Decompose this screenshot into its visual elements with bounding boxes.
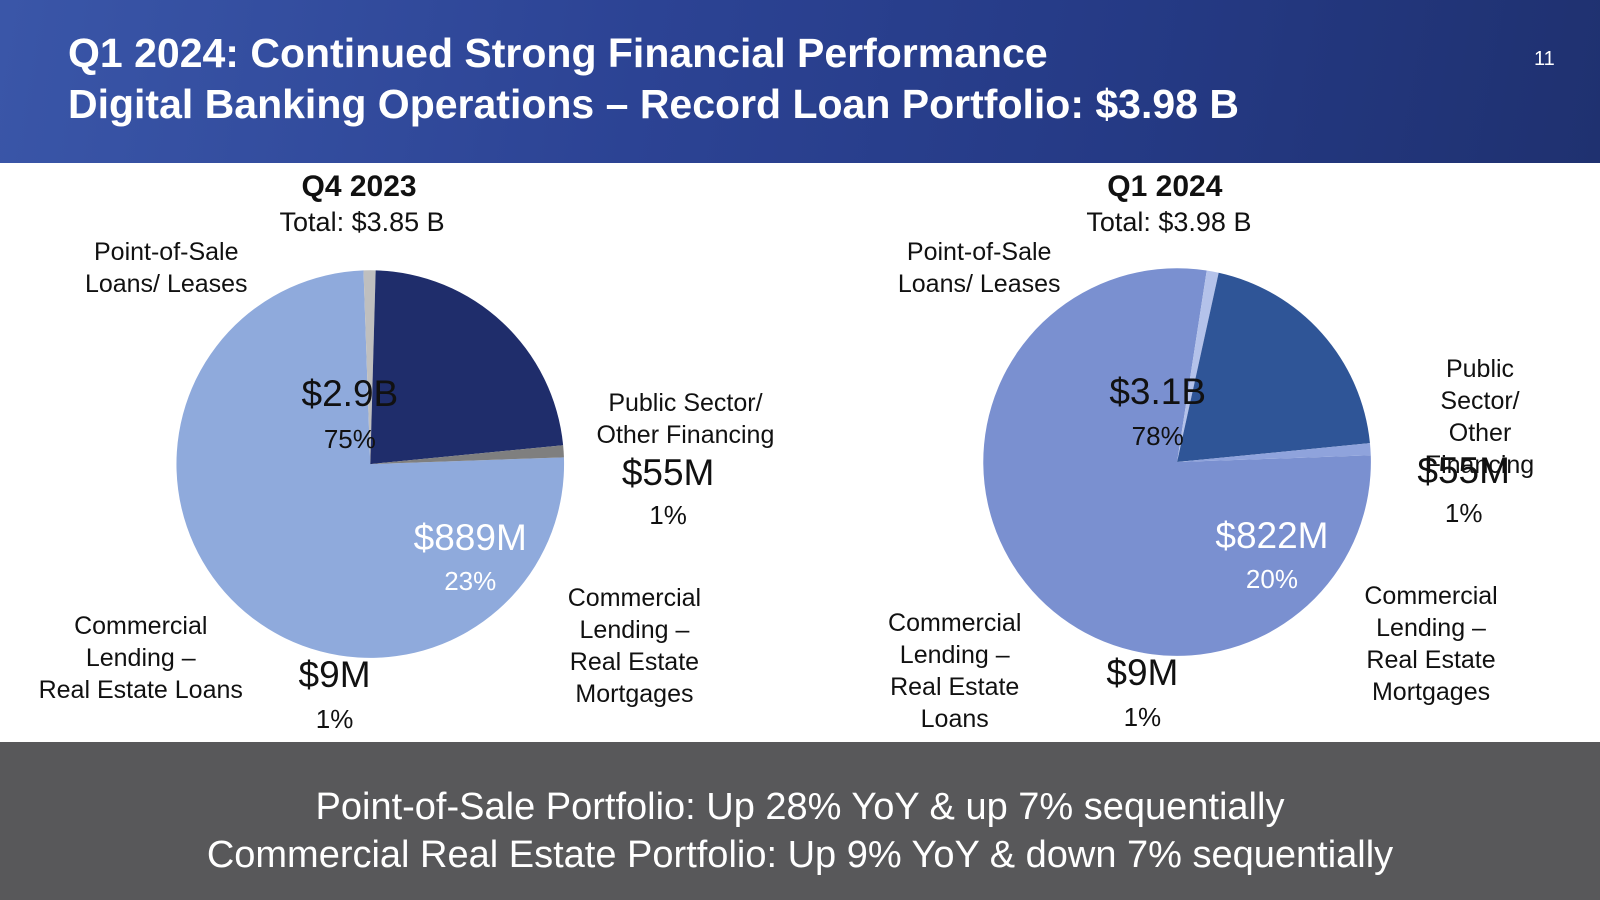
- slice-percent: 75%: [323, 423, 376, 454]
- slice-category: Public Sector/ Other Financing: [1425, 355, 1535, 480]
- slice-amount: $822M: [1215, 514, 1329, 556]
- slice-amount: $9M: [1106, 652, 1179, 694]
- pie-slice: [370, 270, 564, 465]
- slice-amount: $3.1B: [1109, 370, 1207, 412]
- slice-category: Public Sector/ Other Financing: [596, 389, 775, 450]
- pie-slice: [176, 270, 565, 658]
- slice-percent: 1%: [649, 500, 687, 531]
- slice-category: Commercial Lending – Real Estate Loans: [888, 609, 1022, 734]
- title: Q1 2024: Continued Strong Financial Perf…: [68, 30, 1048, 76]
- page-number: 11: [1534, 48, 1555, 70]
- slice-amount: $2.9B: [301, 372, 399, 414]
- slice-percent: 78%: [1131, 420, 1184, 451]
- header: Q1 2024: Continued Strong Financial Perf…: [0, 0, 1600, 163]
- slice-category: Point-of-Sale Loans/ Leases: [897, 238, 1061, 299]
- slice-percent: 23%: [444, 566, 497, 597]
- pie-slice: [1177, 270, 1219, 463]
- slice-amount: $55M: [621, 452, 715, 494]
- slice-category: Commercial Lending – Real Estate Mortgag…: [567, 583, 702, 708]
- slice-category: Commercial Lending – Real Estate Loans: [38, 611, 243, 704]
- pie-slice: [983, 268, 1371, 656]
- pie-slice: [1177, 443, 1371, 463]
- footer-line: Commercial Real Estate Portfolio: Up 9% …: [206, 834, 1394, 876]
- slice-percent: 20%: [1245, 564, 1298, 595]
- chart-subtitle: Total: $3.85 B: [279, 207, 445, 238]
- footer-line: Point-of-Sale Portfolio: Up 28% YoY & up…: [315, 786, 1285, 828]
- pie-slice: [1177, 272, 1370, 463]
- chart-title: Q1 2024: [1107, 169, 1223, 203]
- slice-percent: 1%: [1123, 702, 1162, 733]
- slice-percent: 1%: [315, 704, 354, 735]
- slice-percent: 1%: [1444, 498, 1483, 529]
- chart-title: Q4 2023: [301, 169, 417, 203]
- slice-amount: $55M: [1417, 450, 1510, 492]
- footer: Point-of-Sale Portfolio: Up 28% YoY & up…: [0, 742, 1600, 900]
- pie-slice: [370, 445, 564, 465]
- slice-category: Point-of-Sale Loans/ Leases: [84, 238, 248, 299]
- slice-category: Commercial Lending – Real Estate Mortgag…: [1364, 581, 1498, 706]
- slice-amount: $9M: [298, 654, 371, 696]
- pie-slice: [363, 270, 376, 465]
- chart-subtitle: Total: $3.98 B: [1086, 207, 1252, 238]
- subtitle: Digital Banking Operations – Record Loan…: [68, 81, 1239, 127]
- slice-amount: $889M: [413, 516, 527, 558]
